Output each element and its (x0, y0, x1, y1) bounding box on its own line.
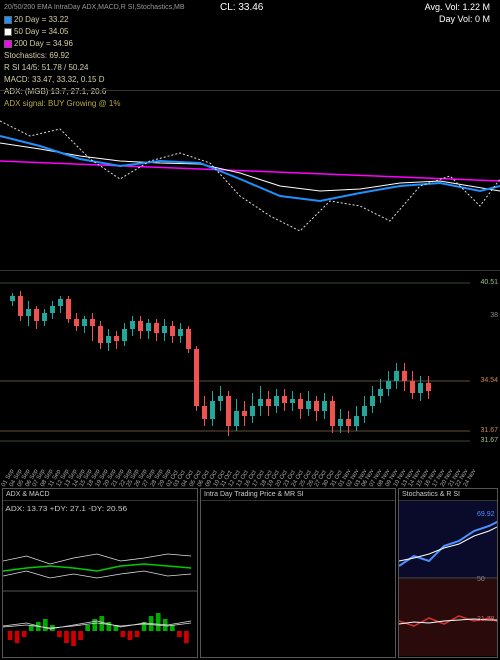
sub3-svg: 69.92 50 31.78 (399, 501, 498, 656)
y-axis-label: 31.67 (480, 427, 498, 434)
svg-text:ADX: 13.73 +DY: 27.1 -DY: 20.5: ADX: 13.73 +DY: 27.1 -DY: 20.56 (5, 505, 127, 513)
day-vol: Day Vol: 0 M (439, 14, 490, 24)
y-axis-label: 38 (490, 312, 498, 319)
y-axis-label: 40.51 (480, 279, 498, 286)
svg-text:69.92: 69.92 (477, 511, 495, 518)
y-axis-label: 31.67 (480, 437, 498, 444)
candle-chart[interactable]: 40.51 38 34.54 31.67 31.67 (0, 270, 500, 460)
sub1-title: ADX & MACD (3, 489, 197, 501)
ma200-label: 200 Day = 34.96 (14, 39, 73, 48)
header-info: 20/50/200 EMA IntraDay ADX,MACD,R SI,Sto… (0, 0, 500, 90)
candle-svg (0, 271, 470, 461)
rsi-label: R SI 14/5: 51.78 / 50.24 (4, 62, 496, 74)
ma20-label: 20 Day = 33.22 (14, 15, 68, 24)
intraday-panel[interactable]: Intra Day Trading Price & MR SI (200, 488, 396, 658)
sub3-title: Stochastics & R SI (399, 489, 497, 501)
ma-svg (0, 91, 500, 271)
avg-vol: Avg. Vol: 1.22 M (425, 2, 490, 12)
adx-macd-panel[interactable]: ADX & MACD ADX: 13.73 +DY: 27.1 -DY: 20.… (2, 488, 198, 658)
close-price: CL: 33.46 (220, 2, 263, 13)
ma50-label: 50 Day = 34.05 (14, 27, 68, 36)
ma-chart[interactable] (0, 90, 500, 270)
svg-text:50: 50 (477, 576, 485, 583)
svg-text:31.78: 31.78 (477, 616, 495, 623)
sub2-title: Intra Day Trading Price & MR SI (201, 489, 395, 501)
bottom-panels: ADX & MACD ADX: 13.73 +DY: 27.1 -DY: 20.… (0, 488, 500, 658)
sub1-svg: ADX: 13.73 +DY: 27.1 -DY: 20.56 (3, 501, 197, 656)
y-axis-label: 34.54 (480, 377, 498, 384)
stoch-rsi-panel[interactable]: Stochastics & R SI 69.92 50 31.78 (398, 488, 498, 658)
macd-label: MACD: 33.47, 33.32, 0.15 D (4, 74, 496, 86)
stoch-label: Stochastics: 69.92 (4, 50, 496, 62)
date-axis: 01 Sep04 Sep05 Sep06 Sep07 Sep08 Sep11 S… (0, 460, 500, 488)
